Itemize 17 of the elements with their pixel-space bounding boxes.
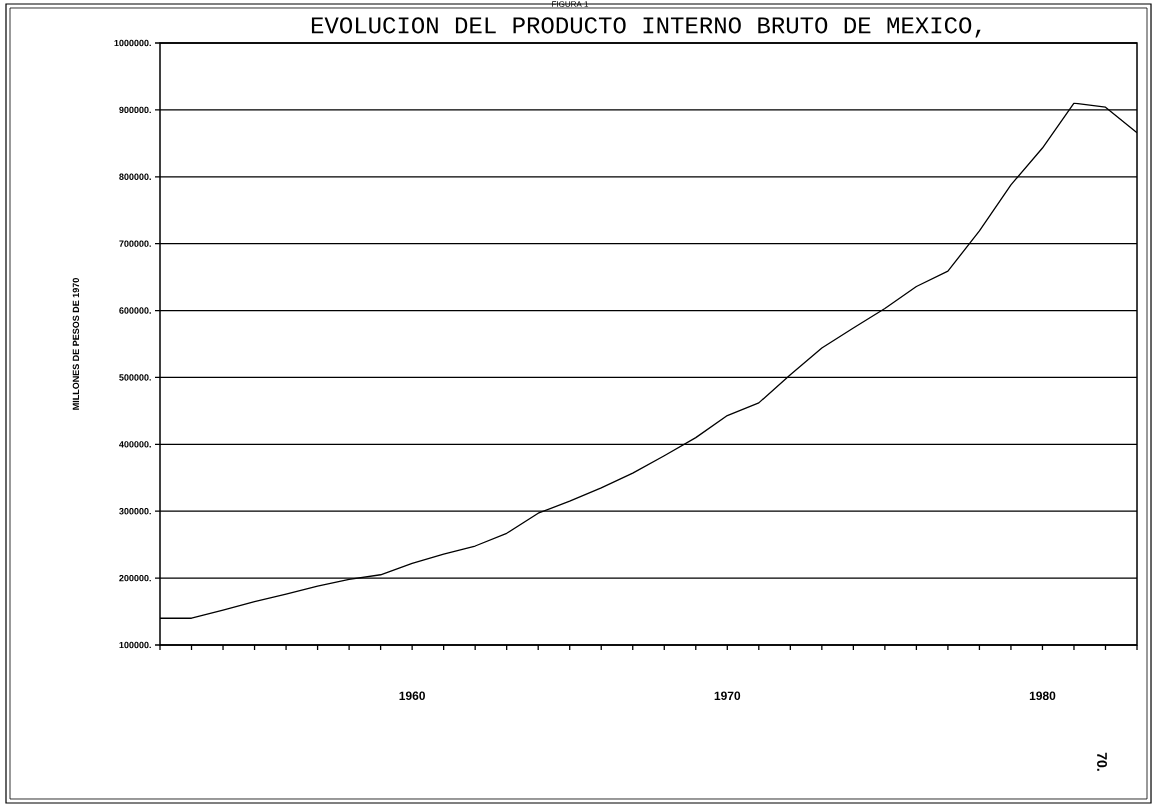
chart-title: EVOLUCION DEL PRODUCTO INTERNO BRUTO DE MEXICO, (311, 17, 981, 38)
x-tick-label: 1970 (714, 691, 741, 701)
text: FIGURA 1 (552, 1, 589, 7)
y-tick-label: 800000. (119, 173, 151, 180)
y-tick-label: 100000. (119, 641, 151, 649)
y-tick-label: 500000. (119, 374, 151, 381)
x-tick-label: 1980 (1029, 691, 1056, 701)
y-tick-label: 400000. (119, 441, 151, 448)
y-tick-label: 1000000. (114, 39, 151, 47)
y-tick-label: 300000. (119, 508, 151, 515)
y-tick-label: 900000. (119, 106, 151, 114)
x-tick-label: 1960 (399, 691, 425, 701)
y-axis-title: MILLONES DE PESOS DE 1970 (72, 278, 80, 410)
y-tick-label: 200000. (119, 574, 151, 582)
y-tick-label: 700000. (119, 240, 151, 247)
y-tick-label: 600000. (119, 307, 151, 314)
text: 70. (1097, 752, 1107, 771)
